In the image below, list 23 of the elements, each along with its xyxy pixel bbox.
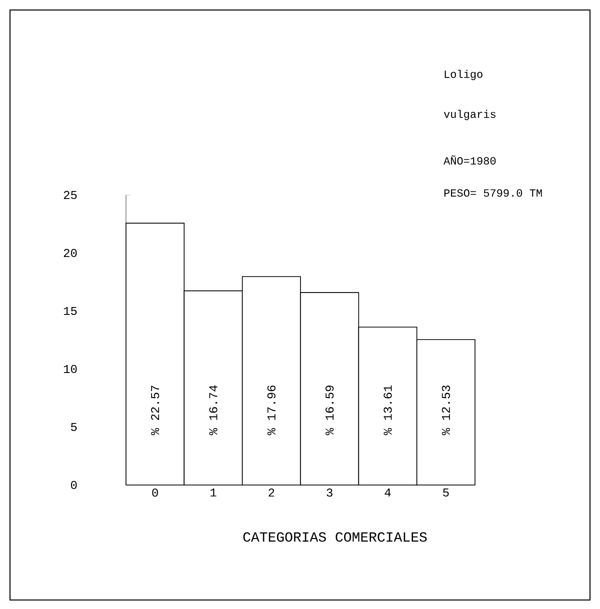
data-label: % 12.53 [442,386,450,436]
data-label: % 22.57 [151,386,160,436]
x-tick-label: 1 [210,488,216,496]
y-tick-label: 20 [64,248,77,258]
x-tick-label: 4 [384,488,391,496]
x-tick-label: 3 [326,488,332,497]
data-label: % 17.96 [267,386,276,436]
y-tick-label: 15 [64,306,77,315]
text: vulgaris [444,110,496,120]
x-tick-label: 5 [443,488,449,497]
y-tick-label: 10 [64,364,77,374]
data-label: % 16.74 [209,385,218,436]
data-label: % 16.59 [326,386,334,436]
y-tick-label: 25 [64,190,77,200]
data-label: % 13.61 [384,385,392,436]
text: AÑO=1980 [444,155,496,165]
x-axis-title: CATEGORIAS COMERCIALES [243,532,427,542]
annotation: PESO= 5799.0 TM [444,189,542,197]
y-tick-label: 0 [70,480,77,490]
x-tick-label: 0 [152,488,158,497]
x-tick-label: 2 [268,488,274,497]
text: Loligo [444,70,482,80]
y-tick-label: 5 [71,422,77,431]
